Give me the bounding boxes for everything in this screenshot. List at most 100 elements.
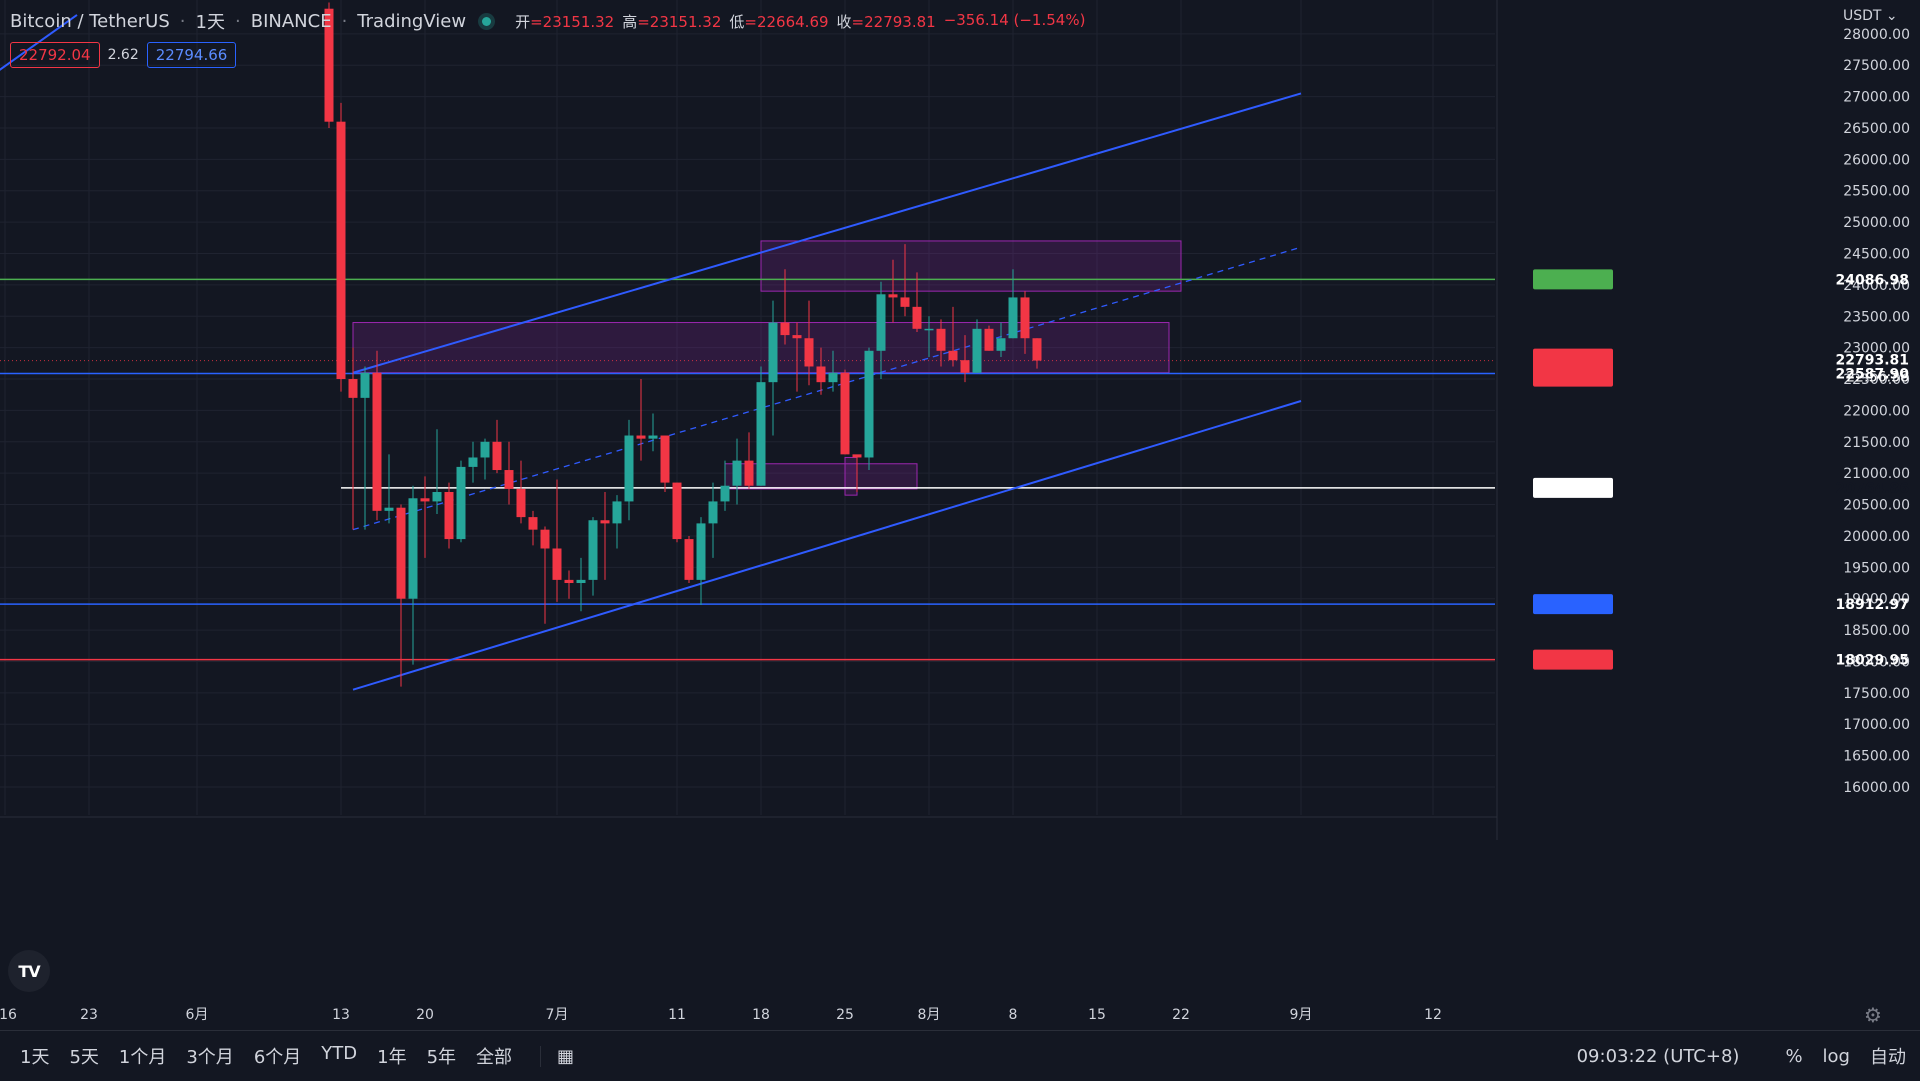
buy-price-button[interactable]: 22794.66 xyxy=(146,42,237,68)
currency-selector[interactable]: USDT ⌄ xyxy=(1843,8,1898,24)
candle-body xyxy=(648,435,658,439)
range-1d[interactable]: 1天 xyxy=(20,1047,50,1068)
candle xyxy=(432,429,442,514)
level-price-tag: 18029.95 xyxy=(1533,649,1909,670)
rectangle-zone xyxy=(760,240,1182,292)
calendar-icon[interactable]: ▦ xyxy=(540,1045,574,1067)
candle-body xyxy=(492,441,502,471)
last-price-text: 22793.81 xyxy=(1835,353,1909,369)
candle-body xyxy=(972,328,982,373)
candle-body xyxy=(996,338,1006,351)
candle-body xyxy=(324,8,334,122)
candle-body xyxy=(960,360,970,373)
candle-body xyxy=(588,520,598,580)
level-price-tag-text: 18029.95 xyxy=(1835,653,1909,669)
open-label: 开 xyxy=(515,12,531,31)
price-tick-label: 26500.00 xyxy=(1843,121,1910,137)
level-price-tag: 18912.97 xyxy=(1533,594,1909,615)
candle xyxy=(828,350,838,392)
candle xyxy=(960,335,970,383)
candle-body xyxy=(468,457,478,467)
candle-body xyxy=(768,322,778,383)
price-tick-label: 19000.00 xyxy=(1843,592,1910,608)
range-5y[interactable]: 5年 xyxy=(426,1047,457,1068)
clock-readout[interactable]: 09:03:22 (UTC+8) xyxy=(1576,1045,1740,1067)
candle xyxy=(984,325,994,351)
range-3m[interactable]: 3个月 xyxy=(186,1047,234,1068)
candle xyxy=(444,482,454,549)
candle-body xyxy=(384,507,394,511)
level-price-tag-text: 22587.90 xyxy=(1835,367,1909,383)
auto-scale-toggle[interactable]: 自动 xyxy=(1870,1047,1906,1068)
range-6m[interactable]: 6个月 xyxy=(253,1047,302,1068)
sell-price-button[interactable]: 22792.04 xyxy=(10,42,100,68)
candle xyxy=(936,319,946,367)
candle xyxy=(636,379,646,461)
candle xyxy=(612,495,622,549)
candle-body xyxy=(852,454,862,458)
candle xyxy=(348,347,358,530)
candle xyxy=(672,482,682,543)
symbol-title[interactable]: Bitcoin / TetherUS xyxy=(10,10,170,32)
candle xyxy=(360,366,370,530)
candle xyxy=(576,557,586,612)
candle xyxy=(504,441,514,505)
candle-body xyxy=(780,322,790,336)
price-tick-label: 27500.00 xyxy=(1843,58,1910,74)
candle-body xyxy=(480,441,490,458)
candle-body xyxy=(840,372,850,455)
candle xyxy=(456,460,466,543)
candle-body xyxy=(732,460,742,486)
trend-line xyxy=(0,14,78,71)
candle xyxy=(708,482,718,558)
plot-area xyxy=(0,2,1495,691)
candle-body xyxy=(708,501,718,524)
price-tick-label: 28000.00 xyxy=(1843,27,1910,43)
chart-header: Bitcoin / TetherUS · 1天 · BINANCE · Trad… xyxy=(10,8,1085,34)
time-tick-label: 8月 xyxy=(918,1007,941,1023)
candle xyxy=(864,347,874,471)
percent-toggle[interactable]: % xyxy=(1785,1045,1803,1067)
candle-body xyxy=(672,482,682,540)
high-value: =23151.32 xyxy=(637,12,722,31)
range-1m[interactable]: 1个月 xyxy=(118,1047,167,1068)
range-1y[interactable]: 1年 xyxy=(377,1047,407,1068)
price-tick-label: 20500.00 xyxy=(1843,498,1910,514)
candle xyxy=(732,438,742,505)
trend-line xyxy=(352,92,1302,374)
range-all[interactable]: 全部 xyxy=(476,1047,513,1068)
time-tick-label: 12 xyxy=(1424,1007,1442,1023)
price-tick-label: 20000.00 xyxy=(1843,529,1910,545)
candle xyxy=(564,570,574,599)
candle-body xyxy=(348,379,358,398)
candle-body xyxy=(372,372,382,511)
candle-body xyxy=(756,382,766,486)
gear-icon[interactable]: ⚙ xyxy=(1864,1003,1882,1027)
price-tick-label: 25000.00 xyxy=(1843,215,1910,231)
logo-text: TV xyxy=(18,961,40,981)
range-ytd[interactable]: YTD xyxy=(321,1043,358,1064)
candle-body xyxy=(396,507,406,599)
candle xyxy=(1032,338,1042,369)
time-tick-label: 6月 xyxy=(186,1007,209,1023)
candle-body xyxy=(804,338,814,367)
candle xyxy=(684,535,694,584)
candle xyxy=(804,300,814,386)
grid xyxy=(0,0,1495,815)
candle xyxy=(624,419,634,521)
time-tick-label: 15 xyxy=(1088,1007,1106,1023)
time-tick-label: 11 xyxy=(668,1007,686,1023)
range-5d[interactable]: 5天 xyxy=(69,1047,99,1068)
tradingview-logo-icon[interactable]: TV xyxy=(8,950,50,992)
candle-body xyxy=(504,470,514,489)
log-toggle[interactable]: log xyxy=(1822,1045,1850,1067)
candle xyxy=(852,454,862,493)
time-tick-label: 18 xyxy=(752,1007,770,1023)
interval-label[interactable]: 1天 xyxy=(195,12,225,33)
candle-body xyxy=(660,435,670,483)
candle-body xyxy=(528,517,538,530)
candle-body xyxy=(444,492,454,540)
candle xyxy=(372,350,382,521)
quote-row: 22792.04 2.62 22794.66 xyxy=(10,42,237,68)
